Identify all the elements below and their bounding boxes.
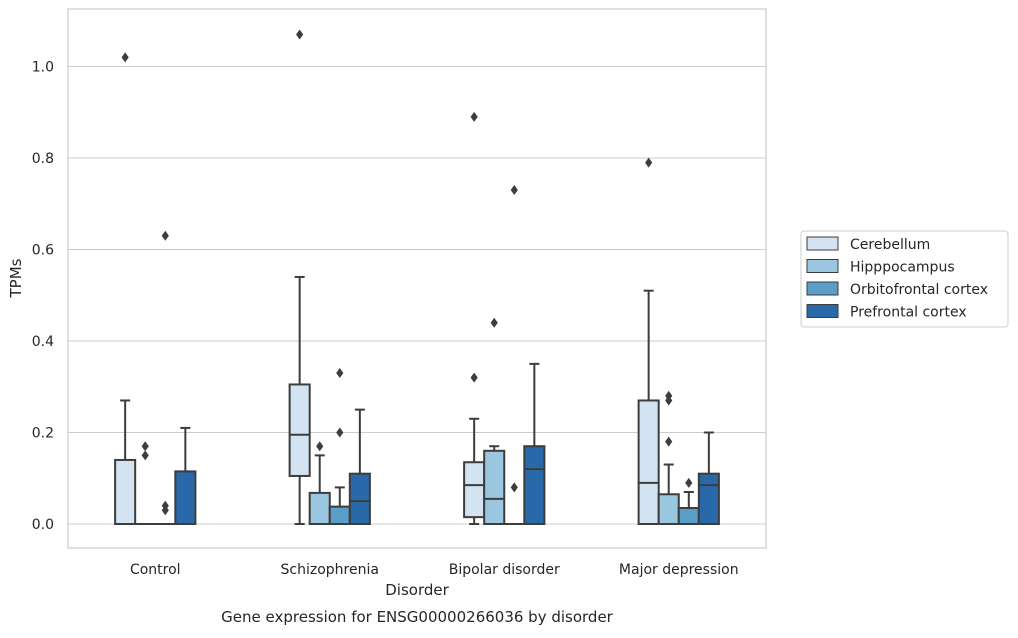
box-rect xyxy=(464,462,484,517)
x-tick-label: Bipolar disorder xyxy=(449,562,560,578)
box-rect xyxy=(484,451,504,524)
y-tick-label: 1.0 xyxy=(32,60,54,76)
x-tick-labels: Control Schizophrenia Bipolar disorder Majo… xyxy=(130,562,739,578)
chart-title: Gene expression for ENSG00000266036 by d… xyxy=(221,608,614,626)
box-rect xyxy=(290,384,310,476)
x-tick-label: Control xyxy=(130,562,181,578)
x-tick-label: Major depression xyxy=(619,562,739,578)
box-rect xyxy=(310,493,330,524)
box-rect xyxy=(699,474,719,524)
plot-area xyxy=(68,9,766,548)
y-tick-label: 0.6 xyxy=(32,243,54,259)
box-rect xyxy=(350,474,370,524)
y-tick-label: 0.2 xyxy=(32,426,54,442)
box-rect xyxy=(639,400,659,524)
y-tick-labels: 0.0 0.2 0.4 0.6 0.8 1.0 xyxy=(32,60,54,534)
legend-label: Prefrontal cortex xyxy=(850,305,967,321)
legend-swatch xyxy=(807,282,838,295)
legend-swatch xyxy=(807,237,838,250)
legend-swatch xyxy=(807,260,838,273)
y-tick-label: 0.0 xyxy=(32,517,54,533)
legend-label: Hipppocampus xyxy=(850,260,955,276)
box-rect xyxy=(659,494,679,524)
legend: Cerebellum Hipppocampus Orbitofrontal cort… xyxy=(801,231,1008,327)
x-axis-label: Disorder xyxy=(385,581,449,599)
legend-swatch xyxy=(807,305,838,318)
box-rect xyxy=(524,446,544,524)
x-tick-label: Schizophrenia xyxy=(281,562,379,578)
y-tick-label: 0.4 xyxy=(32,334,54,350)
box-rect xyxy=(679,508,699,524)
y-axis-label: TPMs xyxy=(7,258,25,298)
box-rect xyxy=(330,507,350,524)
y-tick-label: 0.8 xyxy=(32,151,54,167)
box-rect xyxy=(175,471,195,524)
box-rect xyxy=(115,460,135,524)
legend-label: Orbitofrontal cortex xyxy=(850,282,988,298)
legend-label: Cerebellum xyxy=(850,237,930,253)
